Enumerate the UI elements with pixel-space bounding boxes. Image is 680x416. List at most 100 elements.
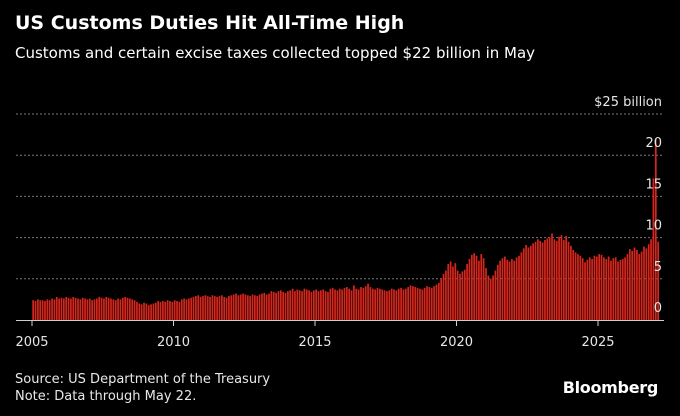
bar — [324, 291, 327, 320]
bar — [55, 296, 58, 320]
bar — [282, 291, 285, 320]
bar — [426, 286, 428, 320]
y-tick-label: 0 — [654, 301, 662, 316]
bar — [251, 294, 254, 320]
bar — [310, 291, 313, 320]
bar — [452, 266, 454, 320]
bar — [506, 259, 509, 320]
bar — [105, 296, 108, 320]
bar — [124, 296, 127, 320]
bar — [404, 288, 407, 320]
bar — [275, 292, 277, 320]
bar — [84, 298, 86, 320]
bar — [62, 298, 65, 320]
bar — [301, 291, 303, 320]
bar — [329, 288, 332, 320]
bar — [91, 300, 93, 320]
bar — [46, 299, 49, 320]
bar — [489, 278, 492, 320]
bar — [357, 289, 360, 320]
chart-subtitle: Customs and certain excise taxes collect… — [15, 44, 536, 62]
bar — [437, 282, 440, 320]
bar — [414, 287, 417, 320]
bar — [499, 260, 501, 320]
bar — [496, 264, 499, 320]
bar — [296, 289, 299, 320]
bar — [230, 295, 233, 320]
bar — [560, 235, 563, 320]
bar — [107, 297, 110, 320]
bar — [555, 240, 558, 320]
bar — [44, 301, 46, 320]
bar — [53, 299, 56, 320]
bar — [348, 288, 351, 320]
bar — [565, 235, 568, 320]
bar — [334, 289, 336, 320]
bar — [652, 178, 655, 320]
bar — [79, 299, 82, 320]
bar — [409, 285, 412, 320]
bar — [270, 291, 273, 320]
bar — [291, 288, 294, 320]
bar — [454, 263, 457, 320]
bar — [570, 245, 572, 320]
bar — [277, 291, 280, 320]
bar — [374, 289, 376, 320]
bar — [298, 290, 301, 320]
bar — [103, 298, 105, 320]
bar — [176, 301, 178, 320]
bar — [185, 299, 188, 320]
bar — [520, 252, 523, 320]
bar — [162, 301, 164, 320]
bar — [77, 298, 79, 320]
bar — [379, 288, 381, 320]
bar — [131, 299, 134, 320]
bar — [435, 284, 438, 320]
bar — [171, 301, 174, 320]
bar — [645, 248, 648, 320]
bar — [67, 297, 70, 320]
bar — [114, 300, 117, 320]
bar — [428, 287, 431, 320]
bar — [345, 287, 348, 320]
bar — [628, 249, 631, 320]
bar — [263, 292, 266, 320]
bar — [41, 300, 44, 320]
bar — [567, 241, 570, 320]
bar — [353, 285, 355, 320]
bar — [412, 286, 414, 320]
bar — [32, 300, 35, 320]
bar — [65, 296, 68, 320]
bar — [308, 290, 310, 320]
bar — [37, 299, 39, 320]
bar — [449, 261, 452, 320]
bar-series — [32, 138, 659, 320]
bar — [355, 288, 358, 320]
bar — [593, 255, 596, 320]
bar — [74, 297, 77, 320]
bar — [445, 270, 447, 320]
bar — [442, 273, 445, 320]
bar — [129, 298, 131, 320]
bar — [470, 254, 473, 320]
bar — [600, 254, 603, 320]
bar — [199, 296, 202, 320]
bar — [173, 300, 176, 320]
bar — [614, 257, 617, 320]
bar — [508, 261, 511, 320]
bar — [631, 250, 634, 320]
bar — [447, 263, 450, 320]
bar — [480, 254, 483, 320]
bar — [588, 257, 591, 320]
y-tick-label: 5 — [654, 260, 662, 275]
x-tick-label: 2020 — [440, 335, 473, 350]
bar — [607, 256, 610, 320]
bar — [157, 301, 160, 320]
bar — [180, 299, 183, 320]
bar — [473, 253, 476, 320]
bar — [515, 257, 518, 320]
bar — [315, 289, 318, 320]
gridlines — [16, 113, 664, 280]
bar — [421, 289, 424, 320]
bar — [341, 289, 343, 320]
